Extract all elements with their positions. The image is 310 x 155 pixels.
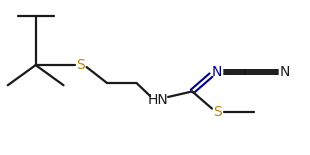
Text: S: S bbox=[76, 58, 85, 72]
Text: N: N bbox=[212, 65, 222, 79]
Text: HN: HN bbox=[148, 93, 168, 107]
Text: N: N bbox=[280, 65, 290, 79]
Text: S: S bbox=[213, 105, 221, 119]
